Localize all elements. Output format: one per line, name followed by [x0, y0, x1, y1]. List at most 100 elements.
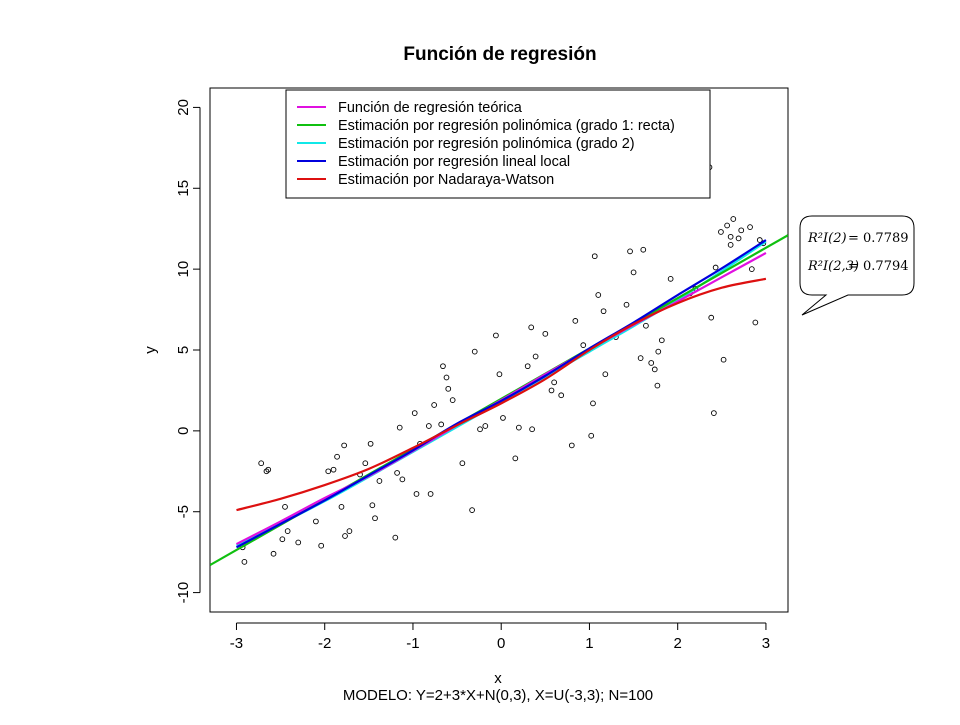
legend-entry: Estimación por Nadaraya-Watson — [338, 172, 554, 188]
data-point — [482, 423, 489, 429]
data-point — [459, 460, 466, 467]
data-point — [362, 460, 369, 467]
y-tick-label: -10 — [175, 582, 192, 604]
y-axis: -10 -5 0 5 10 15 20 — [175, 99, 201, 604]
data-point — [372, 515, 378, 522]
data-point — [712, 264, 719, 271]
data-point — [708, 314, 715, 321]
y-tick-label: 5 — [175, 346, 192, 354]
data-point — [369, 502, 376, 509]
data-point — [443, 374, 450, 381]
data-point — [735, 235, 742, 242]
data-point — [477, 426, 483, 433]
data-point — [425, 423, 432, 429]
r-squared-label: R²I(2,3) — [807, 259, 859, 274]
data-point — [313, 518, 319, 525]
data-point — [500, 415, 506, 421]
data-point — [396, 424, 403, 431]
data-point — [394, 470, 400, 476]
series-line-3 — [235, 239, 767, 549]
data-point — [548, 387, 555, 394]
data-point — [655, 348, 662, 355]
chart-title: Función de regresión — [403, 44, 596, 65]
data-point — [724, 222, 730, 229]
data-point — [558, 392, 565, 399]
r-squared-value: = 0.7789 — [848, 231, 909, 246]
model-subtitle: MODELO: Y=2+3*X+N(0,3), X=U(-3,3); N=100 — [343, 687, 653, 704]
data-point — [342, 533, 348, 539]
data-point — [334, 453, 340, 460]
data-point — [529, 426, 535, 433]
data-point — [399, 476, 406, 483]
data-point — [318, 542, 325, 549]
data-point — [258, 460, 265, 467]
data-point — [747, 224, 753, 230]
data-point — [551, 379, 558, 386]
r-squared-callout: R²I(2) = 0.7789 R²I(2,3)= 0.7794 — [799, 215, 915, 316]
legend-box — [285, 89, 711, 199]
x-axis-label: x — [494, 670, 502, 687]
data-point — [411, 410, 418, 416]
data-point — [568, 442, 575, 449]
callout-bubble — [799, 215, 915, 316]
data-point — [720, 356, 727, 363]
data-point — [528, 324, 535, 331]
y-tick-label: 15 — [175, 180, 192, 197]
data-point — [602, 371, 609, 378]
data-point — [341, 442, 347, 449]
data-point — [718, 229, 724, 235]
data-point — [524, 363, 531, 370]
data-point — [330, 466, 337, 473]
data-point — [591, 253, 598, 260]
x-tick-label: 2 — [674, 635, 682, 652]
y-tick-label: 20 — [175, 99, 192, 116]
x-tick-label: -2 — [318, 635, 331, 652]
y-tick-label: 10 — [175, 261, 192, 278]
data-point — [654, 382, 661, 389]
r-squared-value: = 0.7794 — [848, 259, 909, 274]
data-point — [282, 504, 288, 510]
x-tick-label: 0 — [497, 635, 505, 652]
data-point — [512, 455, 519, 462]
data-point — [711, 410, 717, 416]
data-point — [270, 550, 277, 557]
x-axis: -3 -2 -1 0 1 2 3 — [230, 622, 770, 652]
plot-frame — [209, 87, 789, 613]
data-point — [651, 366, 658, 373]
r-squared-label: R²I(2) — [807, 231, 847, 246]
data-point — [265, 466, 272, 473]
data-point — [413, 491, 420, 497]
data-point — [727, 242, 734, 248]
series-line-4 — [236, 277, 767, 512]
x-tick-label: -1 — [406, 635, 419, 652]
data-point — [600, 308, 607, 315]
data-point — [748, 266, 755, 272]
data-point — [279, 536, 286, 543]
data-point — [469, 507, 475, 513]
data-point — [752, 319, 759, 326]
data-point — [445, 385, 452, 392]
y-tick-label: 0 — [175, 427, 192, 435]
data-point — [627, 248, 633, 255]
legend-entry: Estimación por regresión lineal local — [338, 154, 570, 170]
data-point — [367, 440, 374, 447]
data-point — [756, 237, 763, 243]
data-point — [295, 539, 302, 546]
data-point — [440, 363, 446, 370]
data-point — [516, 424, 522, 431]
data-point — [595, 292, 602, 298]
data-point — [338, 504, 345, 510]
data-point — [325, 468, 332, 475]
data-point — [648, 360, 655, 366]
data-point — [637, 355, 644, 361]
data-point — [493, 332, 499, 339]
data-point — [431, 402, 437, 408]
data-point — [640, 246, 647, 253]
x-tick-label: 1 — [585, 635, 593, 652]
data-point — [471, 348, 478, 355]
regression-curves — [210, 234, 788, 567]
data-point — [376, 478, 383, 484]
data-point — [667, 275, 674, 282]
data-point — [542, 330, 549, 337]
data-point — [572, 318, 579, 324]
